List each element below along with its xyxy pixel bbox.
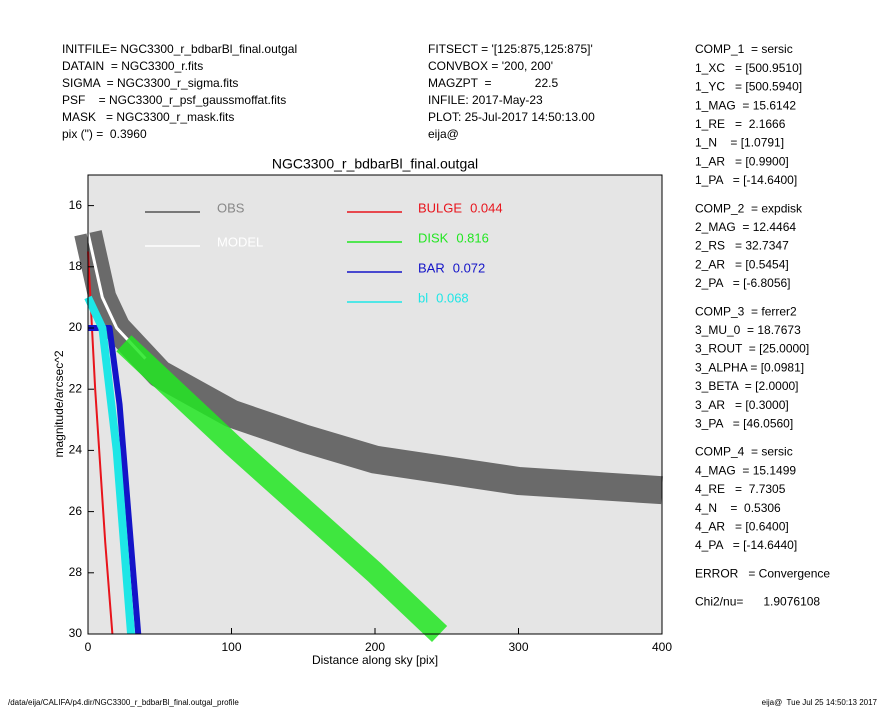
- header-line: INITFILE= NGC3300_r_bdbarBl_final.outgal: [62, 42, 297, 56]
- param-line: 2_RS = 32.7347: [695, 239, 789, 253]
- header-line: PSF = NGC3300_r_psf_gaussmoffat.fits: [62, 93, 286, 107]
- param-line: COMP_2 = expdisk: [695, 201, 803, 215]
- series-line: [116, 335, 448, 642]
- header-line: MAGZPT = 22.5: [428, 76, 558, 90]
- legend-label: BULGE: [418, 200, 462, 215]
- header-line: SIGMA = NGC3300_r_sigma.fits: [62, 76, 238, 90]
- param-line: 2_MAG = 12.4464: [695, 220, 796, 234]
- legend-label: OBS: [217, 200, 245, 215]
- param-line: 4_AR = [0.6400]: [695, 519, 789, 533]
- param-line: 1_XC = [500.9510]: [695, 61, 802, 75]
- param-line: 3_ROUT = [25.0000]: [695, 342, 809, 356]
- y-tick-label: 18: [69, 259, 83, 273]
- x-tick-label: 400: [652, 640, 672, 654]
- x-tick-label: 200: [365, 640, 385, 654]
- header-line: INFILE: 2017-May-23: [428, 93, 543, 107]
- legend-label: bl: [418, 290, 428, 305]
- param-line: 4_N = 0.5306: [695, 501, 781, 515]
- param-line: 4_RE = 7.7305: [695, 482, 786, 496]
- param-line: 3_ALPHA = [0.0981]: [695, 360, 804, 374]
- y-tick-label: 26: [69, 504, 83, 518]
- param-line: 1_RE = 2.1666: [695, 117, 786, 131]
- param-line: COMP_4 = sersic: [695, 445, 793, 459]
- series-line: [87, 251, 114, 635]
- y-tick-label: 28: [69, 565, 83, 579]
- param-line: 4_PA = [-14.6440]: [695, 538, 797, 552]
- header-line: FITSECT = '[125:875,125:875]': [428, 42, 593, 56]
- param-line: COMP_1 = sersic: [695, 42, 793, 56]
- header-line: PLOT: 25-Jul-2017 14:50:13.00: [428, 110, 595, 124]
- param-line: 3_MU_0 = 18.7673: [695, 323, 801, 337]
- param-line: 1_YC = [500.5940]: [695, 80, 802, 94]
- param-line: 3_PA = [46.0560]: [695, 416, 793, 430]
- y-tick-label: 20: [69, 320, 83, 334]
- header-line: CONVBOX = '200, 200': [428, 59, 553, 73]
- x-tick-label: 0: [85, 640, 92, 654]
- param-line: 1_PA = [-14.6400]: [695, 173, 797, 187]
- param-line: 1_MAG = 15.6142: [695, 98, 796, 112]
- legend-fraction: 0.068: [436, 290, 469, 305]
- legend-label: BAR: [418, 260, 445, 275]
- header-line: DATAIN = NGC3300_r.fits: [62, 59, 203, 73]
- param-line: 1_AR = [0.9900]: [695, 154, 789, 168]
- param-line: Chi2/nu= 1.9076108: [695, 595, 820, 609]
- header-line: pix (") = 0.3960: [62, 127, 147, 141]
- series-line: [84, 295, 136, 635]
- chart-title: NGC3300_r_bdbarBl_final.outgal: [272, 156, 478, 172]
- footer-path: /data/eija/CALIFA/p4.dir/NGC3300_r_bdbar…: [8, 698, 239, 707]
- legend-fraction: 0.816: [456, 230, 489, 245]
- param-line: 3_AR = [0.3000]: [695, 398, 789, 412]
- param-line: ERROR = Convergence: [695, 566, 830, 580]
- param-line: 3_BETA = [2.0000]: [695, 379, 799, 393]
- y-tick-label: 24: [69, 443, 83, 457]
- legend-fraction: 0.072: [453, 260, 486, 275]
- y-tick-label: 30: [69, 626, 83, 640]
- y-tick-label: 16: [69, 198, 83, 212]
- legend-fraction: 0.044: [470, 200, 503, 215]
- y-tick-label: 22: [69, 381, 83, 395]
- legend-label: DISK: [418, 230, 449, 245]
- param-line: 1_N = [1.0791]: [695, 136, 784, 150]
- param-line: COMP_3 = ferrer2: [695, 304, 797, 318]
- legend-label: MODEL: [217, 234, 263, 249]
- header-line: MASK = NGC3300_r_mask.fits: [62, 110, 234, 124]
- x-axis-label: Distance along sky [pix]: [312, 653, 438, 667]
- x-tick-label: 100: [221, 640, 241, 654]
- param-line: 4_MAG = 15.1499: [695, 463, 796, 477]
- header-line: eija@: [428, 127, 459, 141]
- y-axis-label: magnitude/arcsec^2: [52, 350, 66, 457]
- x-tick-label: 300: [508, 640, 528, 654]
- param-line: 2_AR = [0.5454]: [695, 257, 789, 271]
- footer-stamp: eija@ Tue Jul 25 14:50:13 2017: [762, 698, 878, 707]
- param-line: 2_PA = [-6.8056]: [695, 276, 791, 290]
